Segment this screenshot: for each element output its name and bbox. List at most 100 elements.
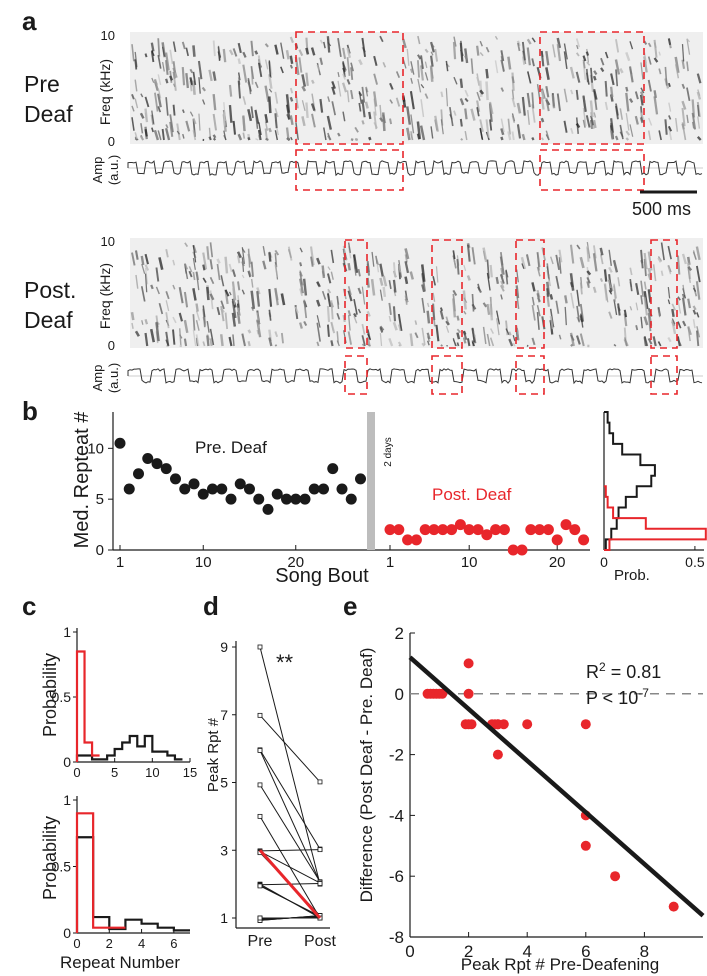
- spectrogram-mark: [274, 344, 278, 347]
- spectrogram-mark: [452, 298, 457, 318]
- spectrogram-mark: [250, 261, 254, 277]
- x-tick-label: 2: [106, 936, 113, 951]
- x-tick-pre: Pre: [248, 933, 273, 950]
- spectrogram-mark: [388, 337, 394, 347]
- spectrogram-mark: [507, 56, 512, 70]
- spectrogram-mark: [696, 312, 700, 318]
- spectrogram-mark: [228, 263, 233, 273]
- spectrogram-mark: [327, 96, 331, 102]
- spectrogram-mark: [247, 329, 252, 334]
- spectrogram-mark: [687, 268, 691, 283]
- spectrogram-mark: [570, 292, 575, 309]
- spectrogram-mark: [613, 283, 617, 302]
- pre-deaf-point: [271, 488, 283, 500]
- spectrogram-mark: [350, 62, 354, 72]
- spectrogram-mark: [590, 67, 593, 83]
- x-tick-label: 20: [549, 554, 566, 571]
- spectrogram-mark: [570, 334, 575, 341]
- spectrogram-mark: [206, 335, 210, 347]
- spectrogram-mark: [647, 79, 652, 92]
- spectrogram-mark: [228, 84, 233, 97]
- spectrogram-mark: [134, 132, 138, 140]
- spectrogram-mark: [392, 279, 397, 293]
- spectrogram-mark: [192, 80, 196, 95]
- spectrogram-mark: [640, 249, 644, 269]
- spectrogram-mark: [321, 265, 326, 279]
- panel-c-bottom-histogram: 0 0.5 1 0 2 4 6: [52, 792, 190, 951]
- spectrogram-mark: [445, 320, 450, 326]
- spectrogram-mark: [657, 309, 661, 318]
- spectrogram-mark: [242, 51, 247, 58]
- spectrogram-mark: [686, 87, 691, 102]
- pre-deaf-point: [133, 468, 144, 480]
- spectrogram-mark: [453, 76, 458, 85]
- spectrogram-mark: [404, 254, 408, 263]
- spectrogram-mark: [575, 335, 581, 345]
- spectrogram-mark: [585, 115, 591, 128]
- spectrogram-mark: [657, 341, 662, 347]
- spectrogram-mark: [420, 99, 425, 118]
- panel-b-scatter: 0 5 10 1 1 10 10 20 20: [87, 412, 590, 571]
- spectrogram-mark: [316, 257, 321, 265]
- spectrogram-mark: [485, 119, 490, 138]
- spectrogram-mark: [648, 117, 653, 126]
- spectrogram-mark: [604, 80, 608, 97]
- spectrogram-mark: [590, 115, 595, 126]
- gap-label: 2 days: [383, 437, 394, 466]
- spectrogram-mark: [151, 127, 154, 133]
- spectrogram-mark: [489, 337, 495, 347]
- spectrogram-mark: [488, 101, 494, 115]
- spectrogram-mark: [569, 244, 575, 264]
- spectrogram-mark: [619, 67, 624, 74]
- spectrogram-mark: [575, 71, 581, 83]
- spectrogram-mark: [551, 94, 556, 109]
- pre-deaf-point: [225, 493, 237, 505]
- spectrogram-mark: [169, 114, 174, 133]
- panel-e-scatter: -8 -6 -4 -2 0 2 0 2 4 6 8: [389, 624, 705, 961]
- spectrogram-mark: [301, 100, 306, 112]
- spectrogram-mark: [614, 59, 621, 75]
- panel-b-label: b: [22, 396, 38, 426]
- spectrogram-mark: [625, 113, 630, 131]
- spectrogram-mark: [151, 49, 155, 57]
- x-tick-label: 1: [116, 554, 124, 571]
- pre-freq-top: 10: [101, 28, 115, 43]
- spectrogram-mark: [505, 328, 510, 336]
- spectrogram-mark: [531, 37, 536, 43]
- pre-deaf-point: [216, 483, 228, 495]
- data-point: [580, 719, 591, 730]
- x-tick-label: 8: [640, 942, 649, 961]
- spectrogram-mark: [420, 55, 424, 69]
- spectrogram-mark: [192, 257, 196, 270]
- spectrogram-mark: [220, 307, 225, 314]
- spectrogram-mark: [643, 281, 647, 290]
- pre-deaf-point: [244, 483, 255, 495]
- spectrogram-mark: [432, 303, 436, 321]
- panel-d-paired: 1 3 5 7 9 Pre Post: [220, 639, 336, 950]
- spectrogram-mark: [569, 66, 575, 79]
- post-deaf-title-1: Post.: [24, 277, 76, 303]
- data-point: [489, 719, 500, 730]
- data-point: [437, 688, 448, 699]
- spectrogram-mark: [316, 315, 321, 328]
- spectrogram-mark: [183, 291, 189, 308]
- hist-x-tick-label: 0: [600, 554, 608, 570]
- spectrogram-mark: [157, 106, 162, 113]
- spectrogram-mark: [471, 303, 477, 310]
- spectrogram-mark: [319, 98, 324, 113]
- hist-xlabel: Prob.: [614, 567, 650, 584]
- spectrogram-mark: [476, 91, 481, 101]
- data-point: [463, 688, 474, 699]
- spectrogram-mark: [531, 337, 536, 346]
- spectrogram-mark: [593, 119, 597, 129]
- spectrogram-mark: [402, 38, 407, 49]
- spectrogram-mark: [536, 311, 540, 330]
- spectrogram-mark: [579, 282, 583, 295]
- panel-c-ylabel-bottom: Probability: [40, 816, 60, 900]
- spectrogram-mark: [241, 274, 245, 279]
- spectrogram-mark: [158, 302, 164, 315]
- spectrogram-mark: [237, 72, 241, 81]
- spectrogram-mark: [526, 47, 531, 66]
- spectrogram-mark: [500, 294, 503, 300]
- spectrogram-mark: [237, 58, 241, 65]
